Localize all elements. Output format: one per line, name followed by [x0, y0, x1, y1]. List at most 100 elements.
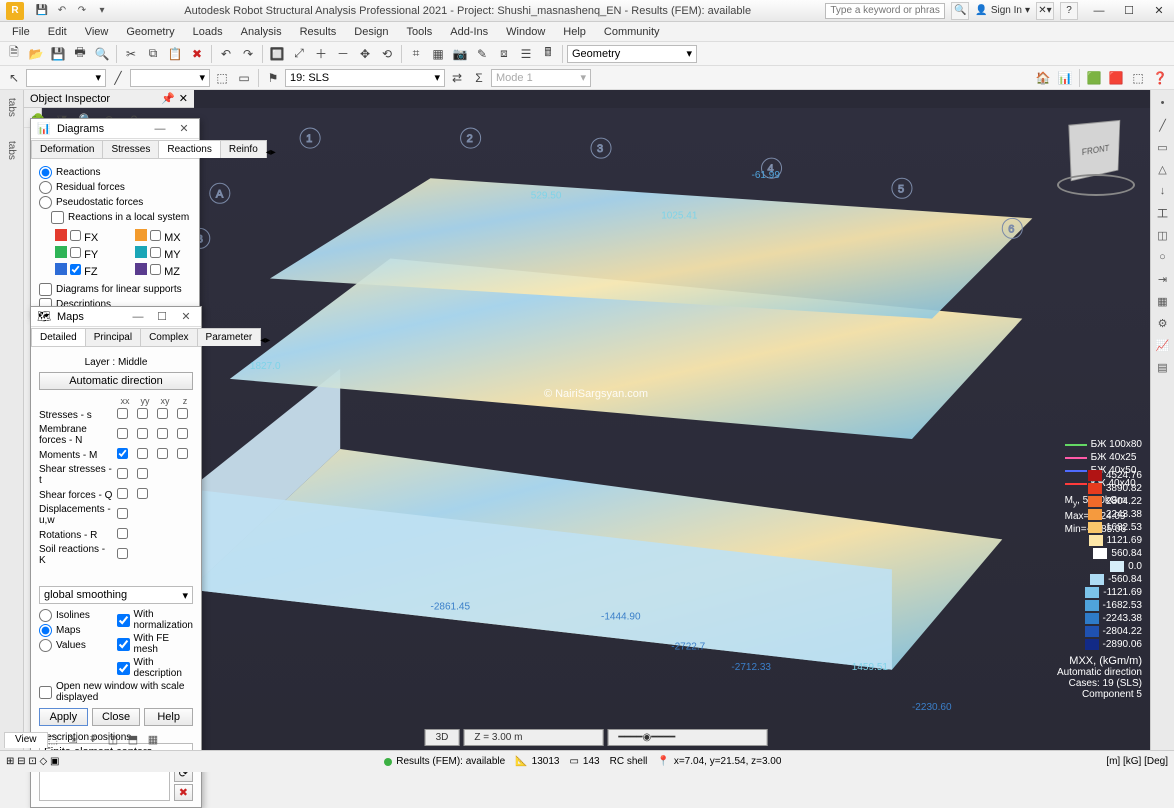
menu-results[interactable]: Results: [292, 24, 345, 40]
close-panel-button[interactable]: Close: [92, 708, 141, 726]
rt-support-icon[interactable]: △: [1154, 160, 1172, 178]
rt-material-icon[interactable]: ◫: [1154, 226, 1172, 244]
radio-isolines[interactable]: Isolines: [39, 608, 111, 623]
view-mode-button[interactable]: 3D: [425, 729, 460, 746]
rt-release-icon[interactable]: ○: [1154, 248, 1172, 266]
check-open-new-window[interactable]: Open new window with scale displayed: [39, 680, 193, 704]
rt-tables-icon[interactable]: ▤: [1154, 358, 1172, 376]
maps-tab-right-icon[interactable]: ▸: [265, 335, 270, 346]
snap-icon[interactable]: ⌗: [406, 44, 426, 64]
smoothing-combo[interactable]: global smoothing▾: [39, 586, 193, 604]
menu-help[interactable]: Help: [555, 24, 594, 40]
sb-snap-icons[interactable]: ⊞ ⊟ ⊡ ◇ ▣: [6, 756, 59, 767]
rt-results-icon[interactable]: 📈: [1154, 336, 1172, 354]
dock-tab-1[interactable]: tabs: [6, 94, 17, 121]
maps-maximize-icon[interactable]: ☐: [153, 309, 171, 325]
radio-values[interactable]: Values: [39, 638, 111, 653]
menu-tools[interactable]: Tools: [399, 24, 441, 40]
maps-minimize-icon[interactable]: —: [129, 309, 147, 325]
menu-community[interactable]: Community: [596, 24, 668, 40]
rt-mesh-icon[interactable]: ▦: [1154, 292, 1172, 310]
menu-file[interactable]: File: [4, 24, 38, 40]
menu-analysis[interactable]: Analysis: [233, 24, 290, 40]
maps-checkbox[interactable]: [117, 448, 128, 459]
pan-icon[interactable]: ✥: [355, 44, 375, 64]
window-list-icon[interactable]: ☰: [516, 44, 536, 64]
paste-icon[interactable]: 📋: [165, 44, 185, 64]
fs-6-icon[interactable]: ◫: [104, 730, 122, 748]
node-select-combo[interactable]: ▾: [26, 69, 106, 87]
zoom-window-icon[interactable]: 🔲: [267, 44, 287, 64]
check-local-system[interactable]: Reactions in a local system: [51, 210, 191, 225]
load-case-icon[interactable]: ⚑: [263, 68, 283, 88]
maps-checkbox[interactable]: [177, 428, 188, 439]
grid-icon[interactable]: ▦: [428, 44, 448, 64]
tab-detailed[interactable]: Detailed: [31, 328, 86, 346]
radio-maps[interactable]: Maps: [39, 623, 111, 638]
zoom-in-icon[interactable]: ＋: [311, 44, 331, 64]
save-icon[interactable]: 💾: [48, 44, 68, 64]
menu-edit[interactable]: Edit: [40, 24, 75, 40]
close-button[interactable]: ✕: [1144, 1, 1174, 21]
fs-4-icon[interactable]: ⇲: [64, 730, 82, 748]
help-button[interactable]: Help: [144, 708, 193, 726]
maps-checkbox[interactable]: [117, 548, 128, 559]
fs-7-icon[interactable]: ⬒: [124, 730, 142, 748]
cut-icon[interactable]: ✂: [121, 44, 141, 64]
check-mx[interactable]: [150, 230, 161, 241]
menu-loads[interactable]: Loads: [185, 24, 231, 40]
diagrams-minimize-icon[interactable]: —: [151, 121, 169, 137]
clear-desc-button[interactable]: ✖: [174, 784, 193, 801]
screenshot-icon[interactable]: 📷: [450, 44, 470, 64]
radio-residual[interactable]: Residual forces: [39, 180, 191, 195]
right-tool-3-icon[interactable]: 🟩: [1084, 68, 1104, 88]
menu-design[interactable]: Design: [346, 24, 396, 40]
combination-icon[interactable]: Σ: [469, 68, 489, 88]
menu-geometry[interactable]: Geometry: [118, 24, 182, 40]
auto-direction-button[interactable]: Automatic direction: [39, 372, 193, 390]
viewport-3d[interactable]: 1 2 3 4 5 6 A B 529.50 1025.41 -61.99 18…: [42, 108, 1150, 750]
check-mz[interactable]: [150, 264, 161, 275]
maps-checkbox[interactable]: [157, 448, 168, 459]
footer-view-tab[interactable]: View: [4, 732, 48, 748]
qat-undo-icon[interactable]: ↶: [54, 3, 70, 19]
calculator-icon[interactable]: 🖩: [538, 44, 558, 64]
copy-icon[interactable]: ⧉: [143, 44, 163, 64]
search-input[interactable]: [825, 3, 945, 19]
rt-section-icon[interactable]: 工: [1154, 204, 1172, 222]
qat-save-icon[interactable]: 💾: [34, 3, 50, 19]
tab-stresses[interactable]: Stresses: [102, 140, 159, 158]
right-tool-5-icon[interactable]: ⬚: [1128, 68, 1148, 88]
maps-checkbox[interactable]: [137, 468, 148, 479]
maps-checkbox[interactable]: [117, 488, 128, 499]
open-icon[interactable]: 📂: [26, 44, 46, 64]
check-fy[interactable]: [70, 247, 81, 258]
maps-checkbox[interactable]: [157, 408, 168, 419]
check-normalization[interactable]: With normalization: [117, 608, 193, 632]
rt-panel-icon[interactable]: ▭: [1154, 138, 1172, 156]
maps-close-icon[interactable]: ✕: [177, 309, 195, 325]
close-panel-icon[interactable]: ✕: [179, 92, 188, 105]
load-case-combo[interactable]: 19: SLS▾: [285, 69, 445, 87]
qat-dropdown-icon[interactable]: ▾: [94, 3, 110, 19]
tab-reactions[interactable]: Reactions: [158, 140, 220, 158]
menu-addins[interactable]: Add-Ins: [442, 24, 496, 40]
rt-node-icon[interactable]: •: [1154, 94, 1172, 112]
layout-combo[interactable]: Geometry▾: [567, 45, 697, 63]
edit-structure-icon[interactable]: ✎: [472, 44, 492, 64]
maps-checkbox[interactable]: [117, 428, 128, 439]
pin-icon[interactable]: 📌: [161, 92, 175, 105]
rt-bar-icon[interactable]: ╱: [1154, 116, 1172, 134]
section-icon[interactable]: ⧈: [494, 44, 514, 64]
diagrams-close-icon[interactable]: ✕: [175, 121, 193, 137]
rotate-icon[interactable]: ⟲: [377, 44, 397, 64]
zoom-extents-icon[interactable]: ⤢: [289, 44, 309, 64]
slider[interactable]: ━━━━◉━━━━: [607, 729, 767, 746]
menu-window[interactable]: Window: [498, 24, 553, 40]
maps-checkbox[interactable]: [137, 408, 148, 419]
case-nav-icon[interactable]: ⇄: [447, 68, 467, 88]
right-tool-2-icon[interactable]: 📊: [1055, 68, 1075, 88]
maps-checkbox[interactable]: [117, 468, 128, 479]
right-tool-4-icon[interactable]: 🟥: [1106, 68, 1126, 88]
fs-5-icon[interactable]: ⌗: [84, 730, 102, 748]
